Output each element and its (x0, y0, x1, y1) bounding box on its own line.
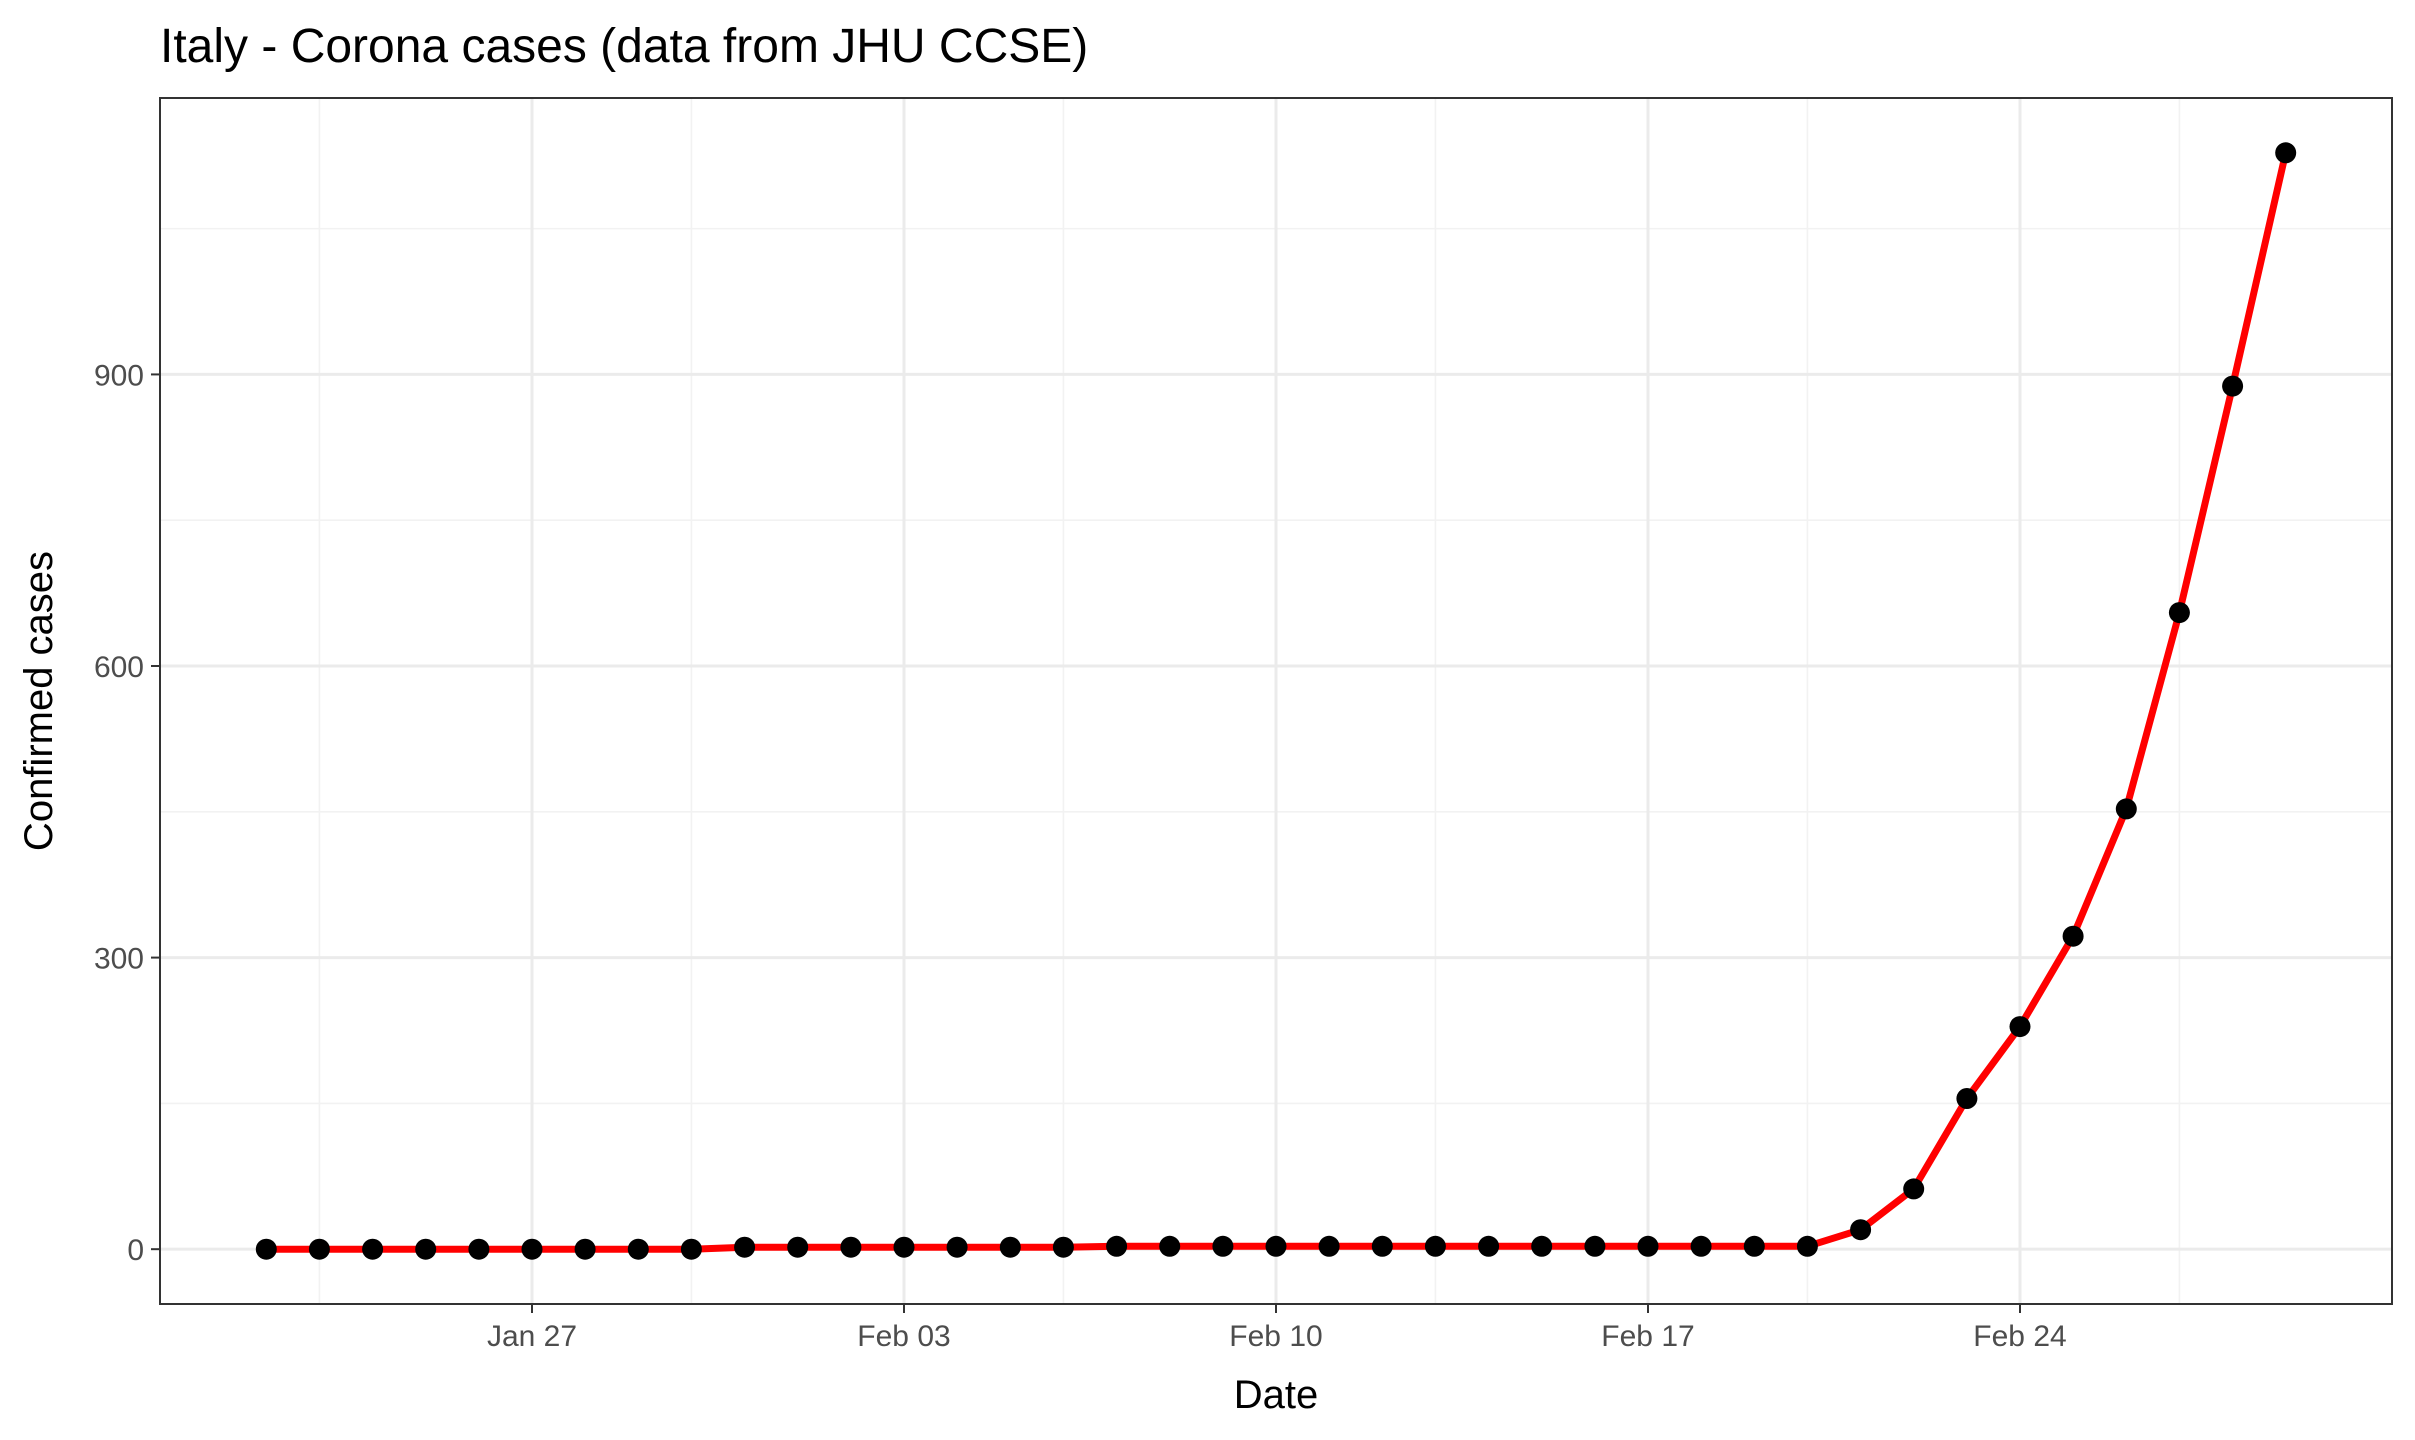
y-tick-label: 300 (94, 943, 144, 976)
data-point (627, 1238, 649, 1260)
data-point (840, 1236, 862, 1258)
y-tick-label: 0 (127, 1234, 144, 1267)
data-point (2115, 798, 2137, 820)
data-point (946, 1236, 968, 1258)
data-point (2009, 1016, 2031, 1038)
data-point (362, 1238, 384, 1260)
data-point (574, 1238, 596, 1260)
data-point (999, 1236, 1021, 1258)
data-point (1478, 1235, 1500, 1257)
data-point (1531, 1235, 1553, 1257)
data-point (255, 1238, 277, 1260)
data-point (1052, 1236, 1074, 1258)
data-point (1690, 1235, 1712, 1257)
data-point (680, 1238, 702, 1260)
data-point (2062, 925, 2084, 947)
data-point (2168, 602, 2190, 624)
data-point (1424, 1235, 1446, 1257)
data-point (2275, 142, 2297, 164)
data-point (1637, 1235, 1659, 1257)
x-tick-label: Feb 24 (1973, 1320, 2066, 1353)
major-gridlines (160, 98, 2392, 1304)
data-point (415, 1238, 437, 1260)
data-point (1318, 1235, 1340, 1257)
data-point (1265, 1235, 1287, 1257)
data-point (1212, 1235, 1234, 1257)
y-axis: 0 300 600 900 (94, 359, 160, 1267)
x-tick-label: Feb 10 (1229, 1320, 1322, 1353)
data-point (1850, 1219, 1872, 1241)
data-point (2222, 375, 2244, 397)
chart-title: Italy - Corona cases (data from JHU CCSE… (160, 20, 1088, 73)
data-point (1159, 1235, 1181, 1257)
x-tick-label: Feb 03 (857, 1320, 950, 1353)
x-axis: Jan 27 Feb 03 Feb 10 Feb 17 Feb 24 (487, 1304, 2067, 1353)
data-point (1743, 1235, 1765, 1257)
data-point (468, 1238, 490, 1260)
data-point (1956, 1088, 1978, 1109)
data-point (308, 1238, 330, 1260)
x-tick-label: Feb 17 (1601, 1320, 1694, 1353)
x-tick-label: Jan 27 (487, 1320, 577, 1353)
data-point (1106, 1235, 1128, 1257)
data-point (1371, 1235, 1393, 1257)
data-point (734, 1236, 756, 1258)
data-point (787, 1236, 809, 1258)
data-point (521, 1238, 543, 1260)
data-point (1903, 1178, 1925, 1200)
data-point (893, 1236, 915, 1258)
data-point (1796, 1235, 1818, 1257)
y-tick-label: 600 (94, 651, 144, 684)
data-point (1584, 1235, 1606, 1257)
y-axis-title: Confirmed cases (17, 551, 61, 851)
x-axis-title: Date (1234, 1373, 1319, 1417)
series (255, 142, 2297, 1260)
y-tick-label: 900 (94, 359, 144, 392)
